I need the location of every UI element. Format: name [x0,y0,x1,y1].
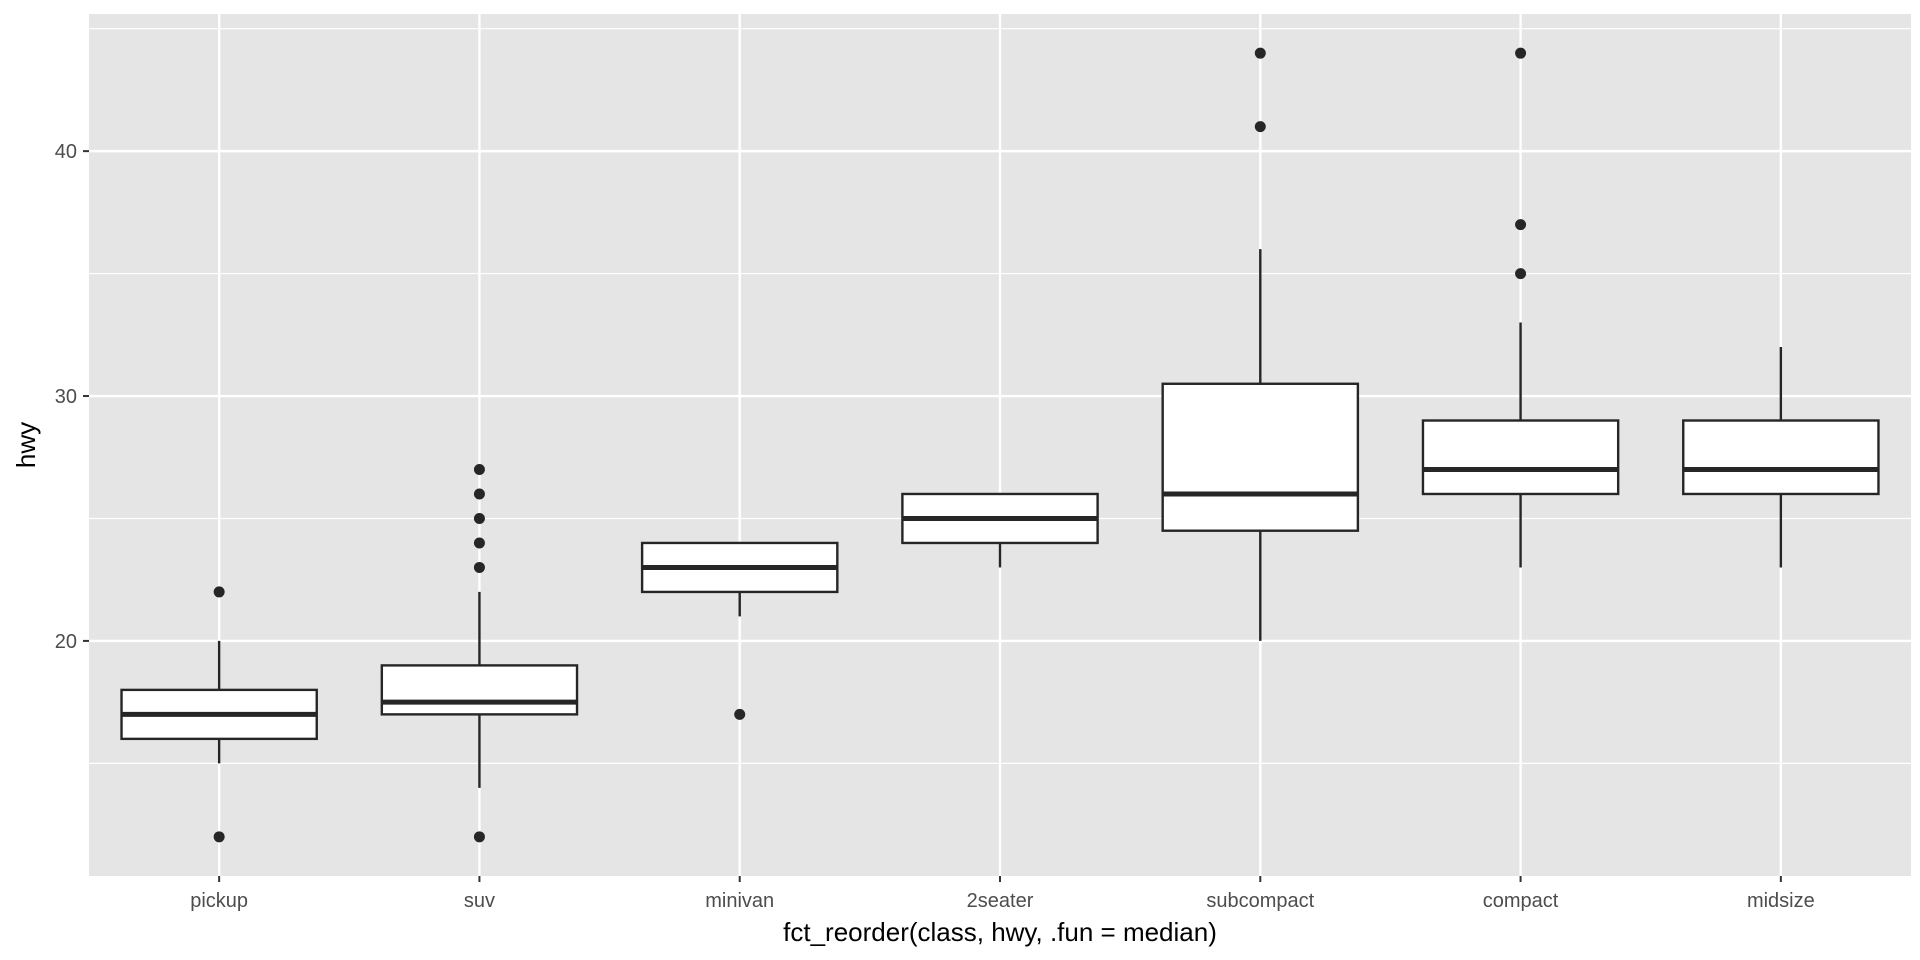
outlier-point [473,488,485,500]
box-iqr [1421,419,1620,496]
box-midsize [1682,347,1880,568]
x-tick-label: pickup [190,890,248,912]
outlier-point [473,512,485,524]
box-pickup [120,586,318,843]
outlier-point [1254,47,1266,59]
axes-layer: 20 30 40 pickup suv minivan 2seater subcompact c… [55,141,1815,912]
box-minivan [640,541,839,720]
x-tick-label: midsize [1747,890,1815,912]
outlier-point [213,586,225,598]
x-tick-label: 2seater [967,890,1034,912]
outlier-point [473,463,485,475]
outlier-point [1515,47,1527,59]
boxes-layer [120,47,1880,843]
y-tick-label: 40 [55,141,77,163]
x-axis-title: fct_reorder(class, hwy, .fun = median) [783,917,1217,947]
outlier-point [473,561,485,573]
y-tick-label: 30 [55,386,77,408]
y-axis-title: hwy [11,422,41,468]
outlier-point [473,537,485,549]
box-2seater [901,492,1099,568]
y-tick-label: 20 [55,631,77,653]
x-tick-label: compact [1483,890,1559,912]
outlier-point [473,831,485,843]
box-iqr [1682,419,1880,496]
box-compact [1421,47,1620,568]
x-tick-label: subcompact [1206,890,1314,912]
outlier-point [734,708,746,720]
x-tick-label: suv [464,890,495,912]
x-tick-label: minivan [705,890,774,912]
box-suv [380,463,579,843]
box-iqr [380,664,579,716]
outlier-point [1515,268,1527,280]
outlier-point [1254,121,1266,133]
box-subcompact [1161,47,1360,641]
outlier-point [1515,219,1527,231]
box-iqr [1161,382,1360,532]
outlier-point [213,831,225,843]
